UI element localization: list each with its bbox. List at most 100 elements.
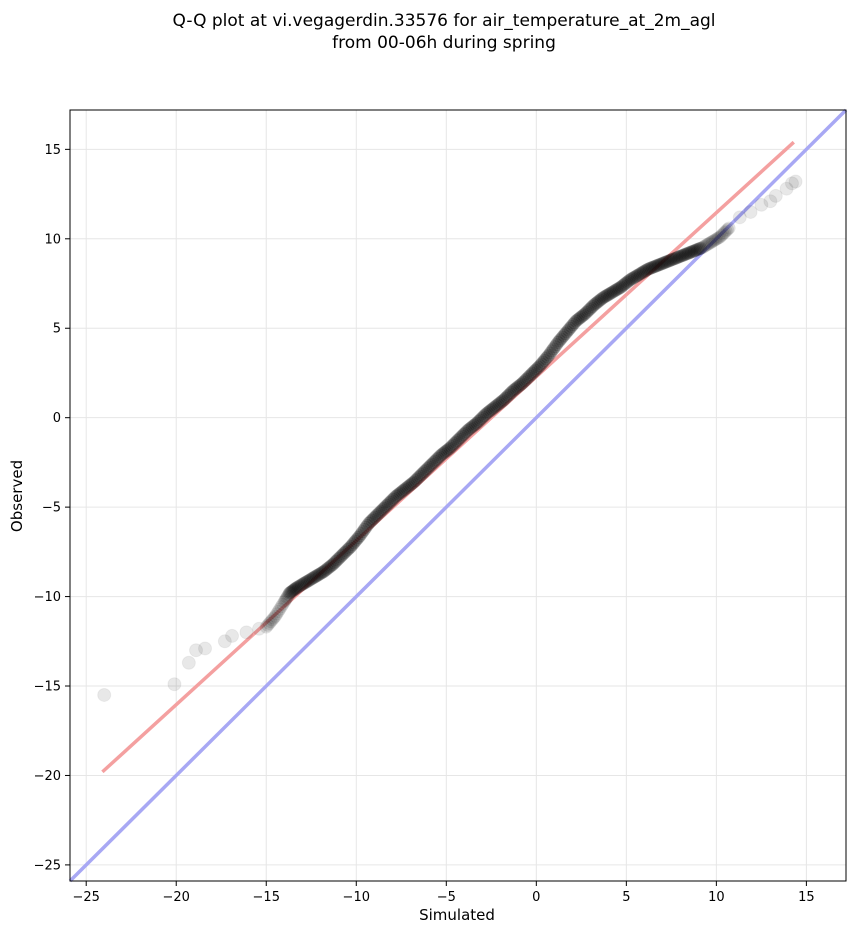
data-point bbox=[602, 287, 616, 301]
data-point bbox=[285, 584, 299, 598]
data-point bbox=[320, 562, 334, 576]
x-tick-label: 5 bbox=[622, 890, 630, 905]
data-point bbox=[569, 314, 583, 328]
data-point bbox=[701, 237, 715, 251]
data-point bbox=[296, 577, 310, 591]
data-point bbox=[225, 628, 240, 643]
data-point bbox=[362, 516, 376, 530]
data-point bbox=[366, 512, 380, 526]
data-point bbox=[596, 291, 610, 305]
data-point bbox=[600, 288, 614, 302]
data-point bbox=[279, 592, 293, 606]
data-point bbox=[417, 465, 431, 479]
data-point bbox=[480, 406, 494, 420]
data-point bbox=[518, 374, 532, 388]
data-point bbox=[500, 390, 514, 404]
data-point bbox=[282, 587, 296, 601]
data-point bbox=[437, 446, 451, 460]
data-point bbox=[687, 244, 701, 258]
data-point bbox=[599, 289, 613, 303]
data-point bbox=[654, 257, 668, 271]
data-point bbox=[491, 398, 505, 412]
data-point bbox=[540, 350, 554, 364]
data-point bbox=[521, 371, 535, 385]
data-point bbox=[348, 534, 362, 548]
data-point bbox=[189, 643, 204, 658]
data-point bbox=[695, 241, 709, 255]
data-point bbox=[693, 241, 707, 255]
data-point bbox=[347, 536, 361, 550]
data-point bbox=[519, 372, 533, 386]
data-point bbox=[341, 542, 355, 556]
data-point bbox=[563, 321, 577, 335]
identity-line bbox=[68, 108, 848, 883]
data-point bbox=[302, 573, 316, 587]
data-point bbox=[308, 570, 322, 584]
data-point bbox=[554, 332, 568, 346]
data-point bbox=[515, 377, 529, 391]
data-point bbox=[311, 568, 325, 582]
data-point bbox=[252, 621, 267, 636]
data-point bbox=[360, 518, 374, 532]
reference-lines bbox=[68, 108, 848, 883]
data-point bbox=[384, 494, 398, 508]
data-point bbox=[579, 305, 593, 319]
data-point bbox=[714, 229, 728, 243]
data-point bbox=[300, 574, 314, 588]
data-point bbox=[271, 604, 285, 618]
data-point bbox=[324, 559, 338, 573]
data-point bbox=[525, 366, 539, 380]
data-point bbox=[572, 312, 586, 326]
data-point bbox=[608, 284, 622, 298]
data-points bbox=[97, 174, 803, 702]
data-point bbox=[630, 268, 644, 282]
x-tick-label: −5 bbox=[437, 890, 456, 905]
data-point bbox=[396, 483, 410, 497]
data-point bbox=[624, 272, 638, 286]
x-tick-label: −25 bbox=[72, 890, 99, 905]
data-point bbox=[377, 501, 391, 515]
data-point bbox=[365, 513, 379, 527]
data-point bbox=[332, 551, 346, 565]
data-point bbox=[297, 576, 311, 590]
y-tick-label: 10 bbox=[44, 232, 61, 247]
data-point bbox=[564, 319, 578, 333]
data-point bbox=[399, 481, 413, 495]
y-tick-label: −20 bbox=[34, 769, 61, 784]
data-point bbox=[543, 346, 557, 360]
data-point bbox=[689, 243, 703, 257]
data-point bbox=[548, 340, 562, 354]
data-point bbox=[680, 247, 694, 261]
data-point bbox=[435, 447, 449, 461]
data-point bbox=[356, 525, 370, 539]
data-point bbox=[683, 246, 697, 260]
data-point bbox=[648, 259, 662, 273]
data-point bbox=[181, 655, 196, 670]
data-point bbox=[656, 256, 670, 270]
data-point bbox=[531, 360, 545, 374]
data-point bbox=[561, 323, 575, 337]
data-point bbox=[593, 293, 607, 307]
data-point bbox=[357, 522, 371, 536]
data-point bbox=[590, 296, 604, 310]
data-point bbox=[711, 231, 725, 245]
data-point bbox=[617, 278, 631, 292]
data-point bbox=[522, 369, 536, 383]
data-point bbox=[482, 405, 496, 419]
data-point bbox=[270, 607, 284, 621]
data-point bbox=[611, 282, 625, 296]
data-point bbox=[474, 412, 488, 426]
data-point bbox=[743, 204, 758, 219]
data-point bbox=[501, 388, 515, 402]
data-point bbox=[588, 297, 602, 311]
data-point bbox=[537, 353, 551, 367]
data-point bbox=[344, 539, 358, 553]
data-point bbox=[411, 471, 425, 485]
data-point bbox=[239, 625, 254, 640]
data-point bbox=[438, 445, 452, 459]
data-point bbox=[420, 462, 434, 476]
data-point bbox=[512, 379, 526, 393]
data-point bbox=[669, 251, 683, 265]
data-point bbox=[530, 362, 544, 376]
data-point bbox=[467, 418, 481, 432]
